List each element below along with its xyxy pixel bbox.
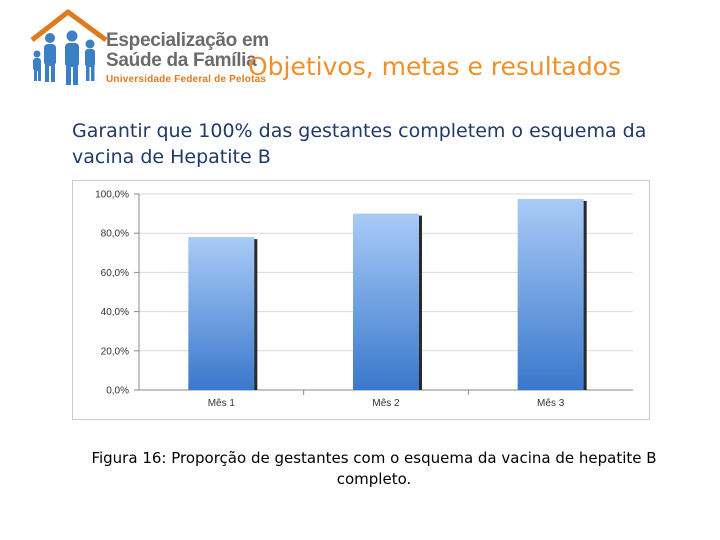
family-house-icon xyxy=(30,9,108,85)
y-tick-label: 0,0% xyxy=(106,386,129,397)
x-tick-label: Mês 3 xyxy=(537,398,565,409)
y-tick-label: 20,0% xyxy=(101,346,129,357)
logo: Especialização em Saúde da Família Unive… xyxy=(28,8,269,90)
bar xyxy=(353,213,419,390)
logo-text-line3: Universidade Federal de Pelotas xyxy=(106,74,267,85)
bar-chart: 100,0% 80,0% 60,0% 40,0% 20,0% 0,0% Mês 1 Mês 2… xyxy=(72,180,650,420)
x-tick-label: Mês 1 xyxy=(208,398,236,409)
y-tick-label: 100,0% xyxy=(95,190,129,201)
bar xyxy=(188,237,255,390)
slide-subtitle: Garantir que 100% das gestantes complete… xyxy=(72,120,647,168)
y-tick-label: 60,0% xyxy=(101,268,129,279)
y-tick-label: 80,0% xyxy=(101,229,129,240)
bar xyxy=(517,198,584,390)
logo-text-line2: Saúde da Família xyxy=(106,50,257,71)
page-title: Objetivos, metas e resultados xyxy=(248,52,622,81)
y-tick-label: 40,0% xyxy=(101,307,129,318)
figure-caption: Figura 16: Proporção de gestantes com o … xyxy=(91,449,657,488)
x-tick-label: Mês 2 xyxy=(372,398,400,409)
logo-text-line1: Especialização em xyxy=(106,30,269,51)
chart-canvas: 100,0% 80,0% 60,0% 40,0% 20,0% 0,0% Mês 1 Mês 2… xyxy=(95,190,633,409)
